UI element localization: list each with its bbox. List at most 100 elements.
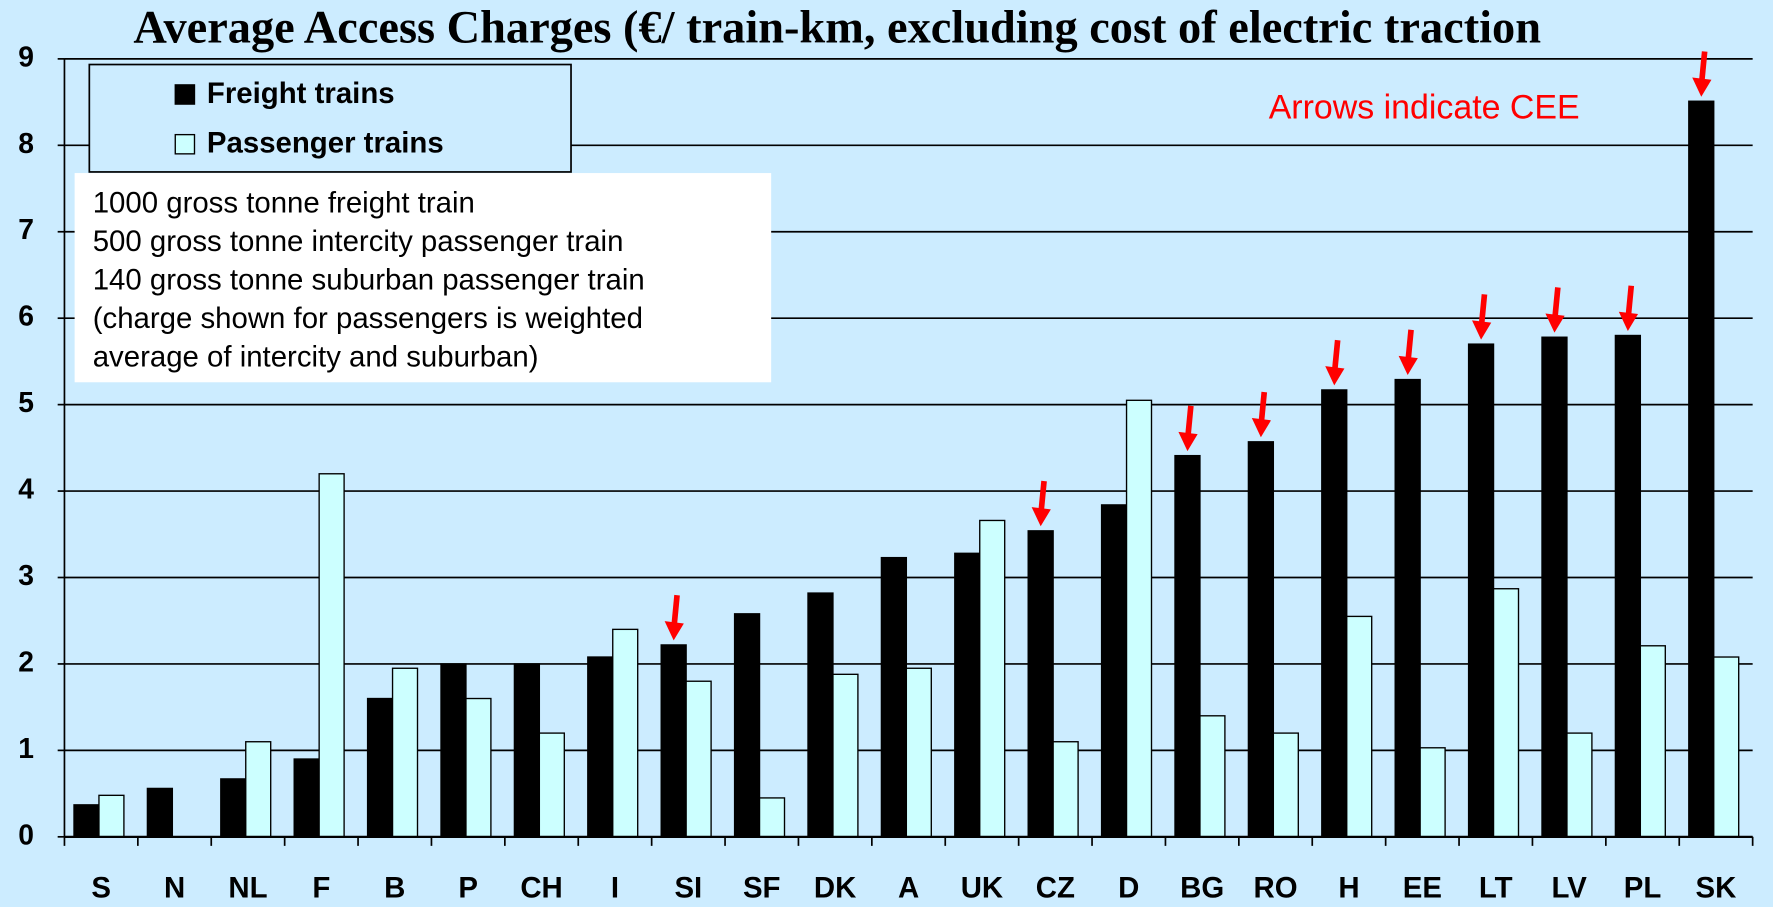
y-tick-label: 9 bbox=[18, 40, 34, 72]
bar bbox=[293, 758, 320, 838]
y-tick-label: 3 bbox=[18, 559, 34, 591]
cee-arrow-stem bbox=[1478, 294, 1488, 325]
cee-arrow-stem bbox=[1185, 405, 1194, 436]
bar bbox=[1052, 741, 1079, 838]
cee-arrow-head bbox=[1325, 366, 1345, 386]
bar bbox=[1541, 336, 1568, 838]
cee-arrow-head bbox=[1545, 313, 1565, 333]
x-tick-label: SF bbox=[743, 872, 781, 905]
cee-arrow-stem bbox=[1332, 339, 1341, 370]
bar bbox=[538, 732, 565, 838]
y-tick-label: 2 bbox=[18, 645, 34, 677]
x-tick-label: B bbox=[384, 872, 405, 905]
bar bbox=[1419, 747, 1446, 838]
bar bbox=[905, 667, 932, 838]
legend-label: Passenger trains bbox=[207, 127, 444, 160]
bar bbox=[1346, 615, 1373, 838]
note-line: 500 gross tonne intercity passenger trai… bbox=[93, 225, 624, 258]
bar bbox=[318, 473, 345, 838]
y-tick-label: 6 bbox=[18, 300, 34, 332]
bar bbox=[1174, 454, 1201, 838]
cee-arrow-stem bbox=[671, 594, 680, 625]
y-tick-label: 4 bbox=[18, 473, 34, 505]
bar bbox=[220, 778, 247, 838]
bar bbox=[391, 667, 419, 838]
x-tick-label: I bbox=[611, 872, 619, 905]
x-tick-label: EE bbox=[1403, 872, 1442, 905]
chart-title: Average Access Charges (€/ train-km, exc… bbox=[133, 2, 1541, 53]
bar bbox=[513, 663, 541, 838]
bar bbox=[758, 797, 786, 838]
note-line: (charge shown for passengers is weighted bbox=[93, 302, 643, 335]
bar bbox=[587, 656, 614, 838]
bar bbox=[1467, 343, 1495, 838]
bar bbox=[1639, 645, 1666, 838]
cee-arrow-head bbox=[1398, 355, 1418, 376]
cee-arrow-stem bbox=[1258, 391, 1268, 422]
x-tick-label: F bbox=[312, 872, 330, 905]
x-tick-label: RO bbox=[1254, 872, 1298, 905]
legend-swatch bbox=[174, 84, 196, 105]
cee-arrow-head bbox=[1251, 418, 1272, 438]
bar bbox=[1027, 530, 1054, 838]
cee-arrow-stem bbox=[1625, 285, 1635, 316]
x-tick-label: CZ bbox=[1036, 872, 1075, 905]
note-line: 1000 gross tonne freight train bbox=[93, 187, 475, 220]
x-tick-label: PL bbox=[1624, 872, 1662, 905]
bar bbox=[832, 673, 859, 838]
x-tick-label: DK bbox=[814, 872, 856, 905]
bar bbox=[1272, 732, 1299, 838]
x-tick-label: LV bbox=[1551, 872, 1587, 905]
x-tick-label: H bbox=[1338, 872, 1359, 905]
bar bbox=[73, 804, 100, 838]
cee-arrow-head bbox=[1692, 77, 1712, 97]
bar bbox=[954, 552, 981, 838]
note-line: 140 gross tonne suburban passenger train bbox=[93, 263, 645, 296]
x-tick-label: NL bbox=[228, 872, 267, 905]
cee-arrow-stem bbox=[1405, 329, 1414, 360]
x-tick-label: S bbox=[91, 872, 111, 905]
note-line: average of intercity and suburban) bbox=[93, 340, 539, 373]
bar bbox=[685, 680, 712, 838]
annotation: Arrows indicate CEE bbox=[1269, 89, 1580, 127]
bar bbox=[1321, 389, 1348, 838]
bar bbox=[465, 697, 492, 838]
bar bbox=[880, 556, 908, 838]
bar bbox=[1199, 715, 1226, 838]
x-tick-label: A bbox=[898, 872, 919, 905]
legend-box bbox=[88, 63, 572, 173]
cee-arrow-head bbox=[1472, 320, 1492, 340]
cee-arrow-head bbox=[1618, 311, 1639, 331]
bar bbox=[1614, 334, 1642, 838]
cee-arrow-stem bbox=[1552, 287, 1561, 318]
y-tick-label: 8 bbox=[18, 127, 34, 159]
bar bbox=[1247, 441, 1275, 838]
bar bbox=[1394, 378, 1421, 838]
y-tick-label: 5 bbox=[18, 386, 34, 418]
bar bbox=[612, 628, 639, 838]
x-tick-label: SI bbox=[674, 872, 702, 905]
bar bbox=[1713, 656, 1740, 838]
x-tick-label: CH bbox=[520, 872, 562, 905]
cee-arrow-head bbox=[1031, 507, 1051, 527]
x-tick-label: P bbox=[458, 872, 478, 905]
cee-arrow-head bbox=[1178, 431, 1198, 452]
bar bbox=[1566, 732, 1593, 838]
bar bbox=[440, 663, 467, 838]
note-box bbox=[74, 173, 772, 383]
bar bbox=[733, 613, 761, 838]
bar bbox=[1100, 504, 1128, 838]
cee-arrow-stem bbox=[1699, 51, 1708, 82]
bar bbox=[366, 697, 394, 838]
bar bbox=[245, 741, 272, 838]
x-tick-label: BG bbox=[1180, 872, 1224, 905]
x-tick-label: D bbox=[1118, 872, 1139, 905]
y-tick-label: 1 bbox=[18, 732, 34, 764]
bar bbox=[979, 519, 1006, 838]
bar bbox=[98, 794, 125, 838]
bar bbox=[1125, 399, 1153, 838]
x-tick-label: SK bbox=[1696, 872, 1737, 905]
bar bbox=[1492, 588, 1520, 838]
y-tick-label: 7 bbox=[18, 213, 34, 245]
